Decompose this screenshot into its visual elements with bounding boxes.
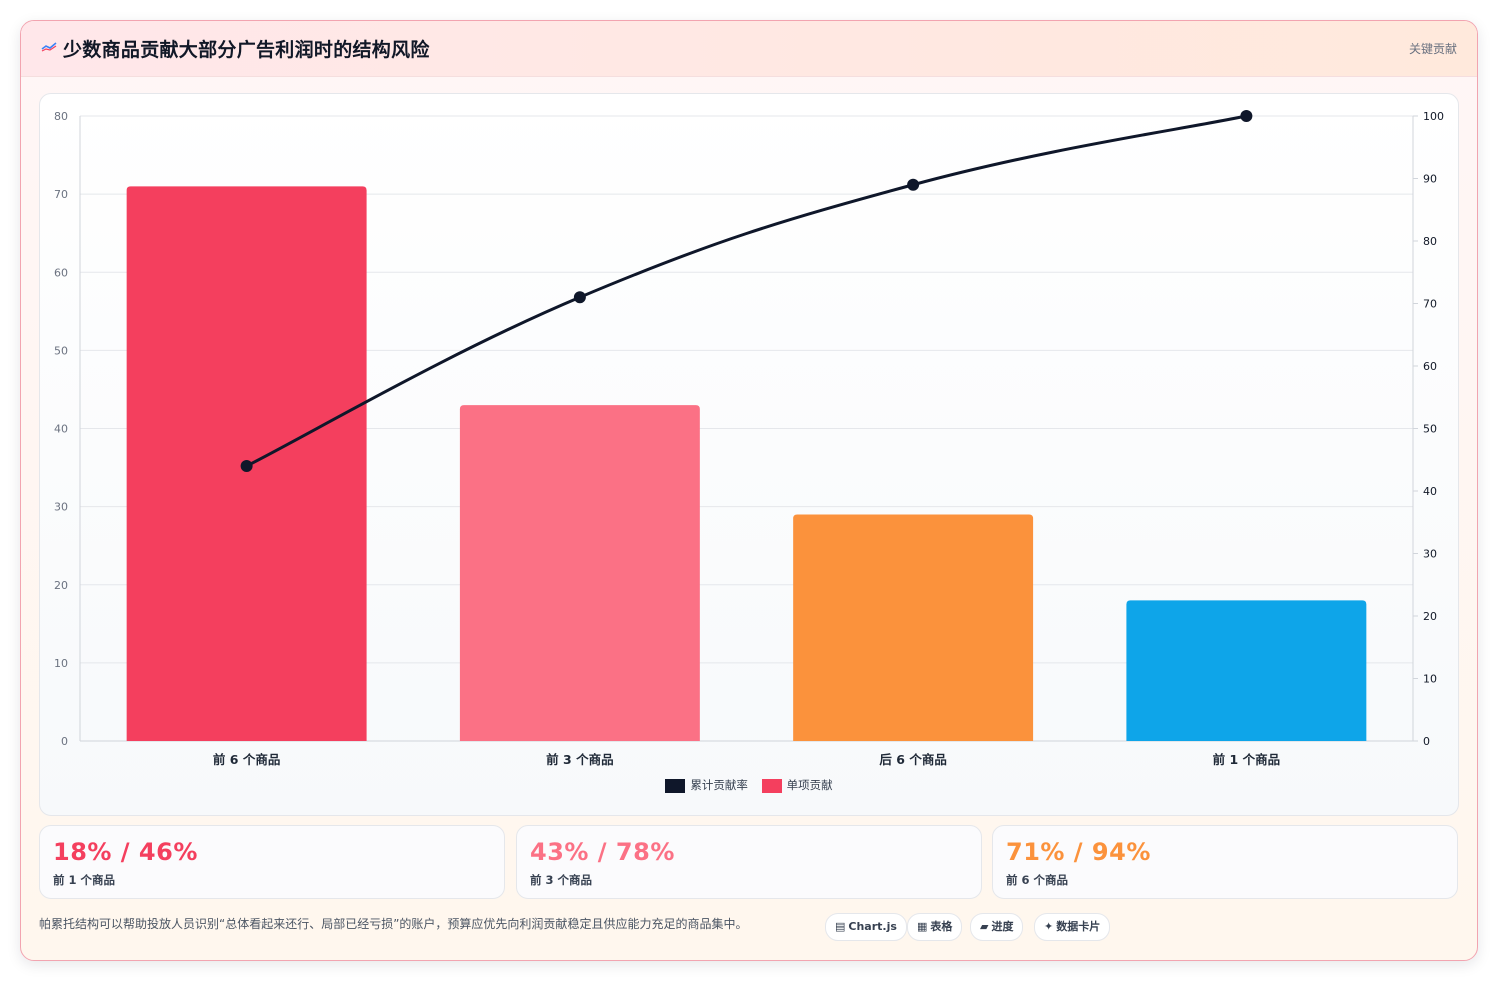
y-right-tick-label: 20 <box>1423 610 1437 623</box>
pareto-chart: 0 10 20 30 40 50 60 70 80 0 10 20 30 40 50 60 70 80 90 100 前… <box>54 110 1444 767</box>
y-left-tick-label: 80 <box>54 110 68 123</box>
kpi-label: 前 6 个商品 <box>1006 873 1069 887</box>
sparkle-icon: ✦ <box>1044 920 1054 933</box>
table-icon: ▦ <box>917 920 928 933</box>
y-left-tick-label: 0 <box>61 735 68 748</box>
legend-label: 累计贡献率 <box>690 778 748 792</box>
chip-label: Chart.js <box>848 920 897 933</box>
y-left-tick-label: 70 <box>54 188 68 201</box>
chip-label: 数据卡片 <box>1056 920 1101 933</box>
bar <box>459 405 700 741</box>
cumulative-point <box>907 178 920 191</box>
cumulative-point <box>573 291 586 304</box>
x-tick-label: 前 3 个商品 <box>546 752 613 767</box>
y-right-tick-label: 40 <box>1423 485 1437 498</box>
chart-line-icon <box>41 42 57 52</box>
y-right-tick-label: 0 <box>1423 735 1430 748</box>
y-right-tick-label: 80 <box>1423 235 1437 248</box>
y-left-tick-label: 50 <box>54 344 68 357</box>
kpi-card-top6: 71% / 94% 前 6 个商品 <box>992 825 1458 899</box>
legend-item-single[interactable]: 单项贡献 <box>761 777 833 793</box>
y-right-tick-label: 90 <box>1423 173 1437 186</box>
legend-label: 单项贡献 <box>786 778 833 792</box>
legend-item-cumulative[interactable]: 累计贡献率 <box>665 777 748 793</box>
kpi-label: 前 3 个商品 <box>530 873 593 887</box>
bar <box>793 514 1034 741</box>
kpi-card-top3: 43% / 78% 前 3 个商品 <box>516 825 982 899</box>
y-right-tick-label: 10 <box>1423 673 1437 686</box>
y-left-tick-label: 40 <box>54 423 68 436</box>
cumulative-point <box>240 460 253 472</box>
chip-data-card[interactable]: ✦ 数据卡片 <box>1034 913 1111 941</box>
cumulative-line <box>245 114 1247 468</box>
dashboard-card: 少数商品贡献大部分广告利润时的结构风险 关键贡献 0 10 20 30 40 50 60 70… <box>20 20 1478 961</box>
y-right-tick-label: 100 <box>1423 110 1444 123</box>
y-left-tick-label: 60 <box>54 266 68 279</box>
kpi-card-top1: 18% / 46% 前 1 个商品 <box>39 825 505 899</box>
chip-label: 表格 <box>930 920 953 933</box>
legend-swatch-single <box>761 778 782 793</box>
x-tick-label: 前 6 个商品 <box>213 752 280 767</box>
chip-table[interactable]: ▦ 表格 <box>907 913 963 941</box>
legend-swatch-cumulative <box>665 778 686 793</box>
kpi-value: 71% / 94% <box>1006 838 1151 866</box>
x-tick-label: 后 6 个商品 <box>879 752 946 767</box>
chip-progress[interactable]: ▰ 进度 <box>970 913 1024 941</box>
y-right-tick-label: 70 <box>1423 298 1437 311</box>
x-tick-label: 前 1 个商品 <box>1213 752 1280 767</box>
kpi-label: 前 1 个商品 <box>53 873 116 887</box>
cumulative-point <box>1240 110 1253 122</box>
chart-legend: 累计贡献率 单项贡献 <box>40 777 1458 793</box>
page-title: 少数商品贡献大部分广告利润时的结构风险 <box>63 39 430 61</box>
footnote: 帕累托结构可以帮助投放人员识别“总体看起来还行、局部已经亏损”的账户，预算应优先… <box>39 917 748 931</box>
card-header: 少数商品贡献大部分广告利润时的结构风险 关键贡献 <box>21 21 1477 77</box>
bar <box>1126 600 1367 741</box>
y-left-tick-label: 30 <box>54 501 68 514</box>
y-left-tick-label: 20 <box>54 579 68 592</box>
y-right-tick-label: 60 <box>1423 360 1437 373</box>
chip-label: 进度 <box>991 920 1014 933</box>
y-right-tick-label: 50 <box>1423 423 1437 436</box>
chart-panel: 0 10 20 30 40 50 60 70 80 0 10 20 30 40 50 60 70 80 90 100 前… <box>39 93 1459 816</box>
kpi-value: 18% / 46% <box>53 838 198 866</box>
chip-chartjs[interactable]: ▤ Chart.js <box>825 913 907 941</box>
chart-icon: ▤ <box>835 920 846 933</box>
progress-icon: ▰ <box>980 920 989 933</box>
y-left-tick-label: 10 <box>54 657 68 670</box>
kpi-value: 43% / 78% <box>530 838 675 866</box>
y-right-tick-label: 30 <box>1423 548 1437 561</box>
header-tag: 关键贡献 <box>1408 42 1457 56</box>
